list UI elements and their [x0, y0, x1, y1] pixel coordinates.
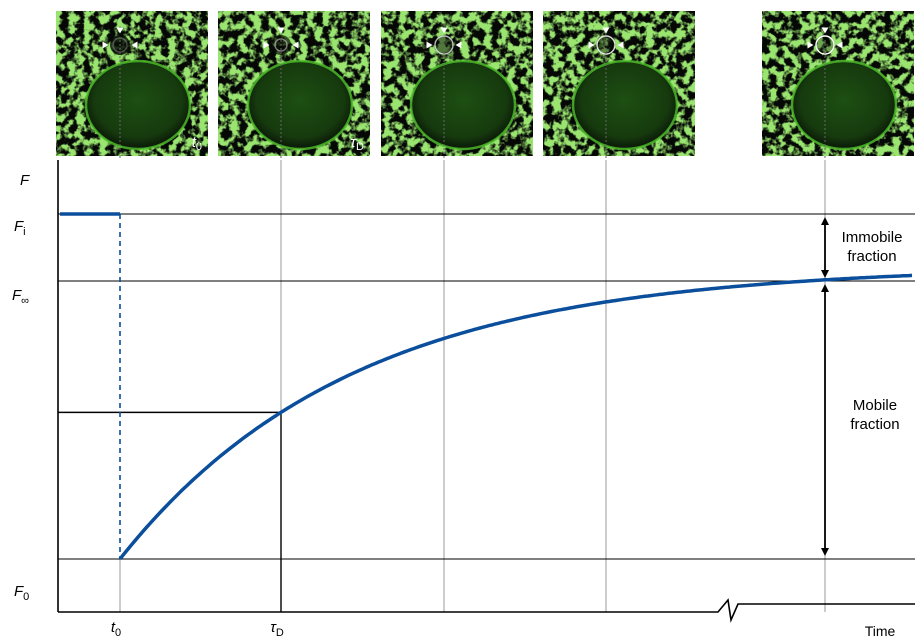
microscopy-image-strip: t0 τD	[56, 11, 914, 156]
arrowhead-icon	[131, 41, 138, 49]
x-tick-label-tau: τD	[270, 619, 284, 639]
arrowhead-icon	[617, 41, 624, 49]
arrowhead-icon	[588, 41, 595, 49]
x-axis-title: Time	[865, 623, 896, 639]
recovery-curve	[118, 273, 913, 561]
arrowhead-icon	[292, 41, 299, 49]
immobile-fraction-label: Immobile fraction	[842, 229, 903, 265]
arrowhead-icon	[821, 217, 829, 225]
y-axis-title: F	[20, 172, 30, 189]
y-tick-label-fi: Fi	[14, 218, 26, 238]
nucleus	[571, 59, 679, 151]
x-tick-label-t0: t0	[111, 619, 121, 639]
microscopy-image-5	[762, 11, 914, 156]
arrowhead-icon	[821, 284, 829, 292]
arrowhead-icon	[277, 27, 285, 34]
arrowhead-icon	[426, 41, 433, 49]
y-tick-label-f0: F0	[14, 583, 29, 603]
arrowhead-icon	[821, 27, 829, 34]
y-tick-label-finf: F∞	[12, 287, 29, 307]
nucleus	[790, 59, 898, 151]
x-axis	[58, 598, 915, 623]
arrowhead-icon	[821, 548, 829, 556]
arrowhead-icon	[836, 41, 843, 49]
microscopy-image-4	[543, 11, 695, 156]
mobile-fraction-label: Mobile fraction	[850, 397, 899, 433]
nucleus	[84, 59, 192, 151]
image-label: t0	[192, 134, 202, 153]
microscopy-image-3	[381, 11, 533, 156]
nucleus	[246, 59, 354, 151]
axes	[57, 160, 915, 623]
microscopy-image-2: τD	[218, 11, 370, 156]
arrowhead-icon	[602, 27, 610, 34]
arrowhead-icon	[807, 41, 814, 49]
axis-labels: F Fi F∞ F0 t0 τD Time	[12, 172, 896, 639]
fraction-annotations: Immobile fraction Mobile fraction	[821, 217, 902, 556]
recovery-curve-layer	[60, 212, 913, 561]
arrowhead-icon	[116, 27, 124, 34]
arrowhead-icon	[263, 41, 270, 49]
image-label: τD	[350, 134, 364, 153]
arrowhead-icon	[440, 27, 448, 34]
arrowhead-icon	[821, 270, 829, 278]
microscopy-image-1: t0	[56, 11, 208, 156]
bleach-ring	[274, 38, 288, 52]
arrowhead-icon	[455, 41, 462, 49]
arrowhead-icon	[102, 41, 109, 49]
nucleus	[409, 59, 517, 151]
